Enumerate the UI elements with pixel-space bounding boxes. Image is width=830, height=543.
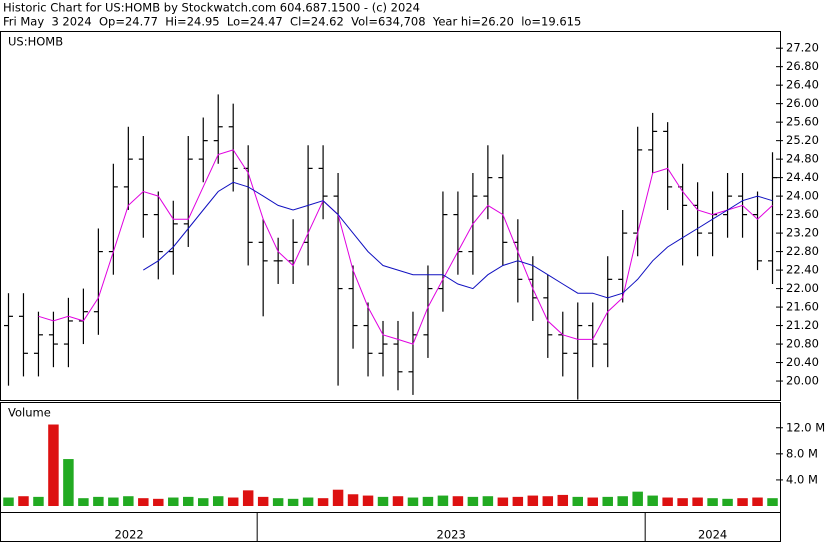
y-tick-label: 25.20	[786, 133, 819, 147]
volume-bar	[407, 497, 419, 506]
volume-bar	[392, 496, 404, 506]
volume-bar	[692, 497, 703, 506]
volume-bar	[302, 497, 314, 506]
volume-bar	[108, 497, 119, 506]
volume-bar	[138, 498, 149, 506]
y-tick-label: 21.60	[786, 300, 819, 314]
volume-bar	[602, 496, 613, 506]
volume-bar	[452, 496, 464, 506]
volume-bar	[617, 496, 628, 506]
volume-bar	[153, 498, 164, 506]
volume-bar	[183, 496, 194, 506]
volume-bar	[377, 496, 389, 506]
x-tick-label: 2022	[114, 528, 143, 542]
y-tick-label: 4.0 M	[786, 472, 818, 486]
volume-bar	[347, 494, 359, 506]
volume-bar	[557, 494, 569, 506]
volume-bar	[767, 498, 778, 506]
price-panel	[0, 31, 781, 401]
volume-bar	[587, 497, 598, 506]
volume-bar	[437, 495, 449, 506]
volume-bar	[572, 496, 584, 506]
volume-bar	[197, 498, 209, 506]
volume-bar	[257, 496, 269, 506]
volume-bar	[527, 495, 539, 506]
volume-bar	[467, 496, 479, 506]
volume-bar	[227, 497, 239, 506]
y-tick-label: 20.40	[786, 355, 819, 369]
y-tick-label: 23.20	[786, 226, 819, 240]
volume-bar	[33, 496, 44, 506]
chart-title: Historic Chart for US:HOMB by Stockwatch…	[3, 1, 420, 15]
y-tick-label: 26.00	[786, 96, 819, 110]
volume-bar	[242, 490, 254, 506]
y-tick-label: 12.0 M	[786, 420, 825, 434]
volume-bar	[482, 496, 494, 506]
volume-bar	[542, 496, 554, 506]
volume-bar	[737, 498, 748, 506]
volume-bar	[3, 497, 14, 506]
y-tick-label: 23.60	[786, 207, 819, 221]
volume-bar	[93, 496, 104, 506]
volume-bar	[647, 495, 658, 506]
volume-bar	[752, 497, 763, 506]
y-tick-label: 26.80	[786, 59, 819, 73]
volume-bar	[287, 498, 299, 506]
y-tick-label: 22.80	[786, 244, 819, 258]
volume-bar	[662, 497, 673, 506]
x-tick-label: 2023	[437, 528, 466, 542]
x-tick-label: 2024	[698, 528, 727, 542]
y-tick-label: 22.00	[786, 281, 819, 295]
volume-bar	[422, 496, 434, 506]
y-tick-label: 24.40	[786, 170, 819, 184]
volume-bar	[18, 496, 29, 506]
y-tick-label: 24.00	[786, 189, 819, 203]
y-tick-label: 22.40	[786, 263, 819, 277]
volume-label: Volume	[8, 406, 51, 420]
volume-bar	[722, 498, 733, 506]
volume-bar	[332, 489, 344, 506]
symbol-label: US:HOMB	[8, 35, 63, 49]
y-tick-label: 21.20	[786, 318, 819, 332]
y-tick-label: 26.40	[786, 78, 819, 92]
y-tick-label: 24.80	[786, 152, 819, 166]
volume-bar	[317, 498, 329, 506]
volume-bar	[63, 459, 74, 506]
volume-bar	[272, 498, 284, 506]
volume-bar	[212, 496, 224, 506]
volume-bar	[497, 497, 509, 506]
y-tick-label: 20.00	[786, 374, 819, 388]
y-tick-label: 8.0 M	[786, 446, 818, 460]
volume-bar	[707, 498, 718, 506]
moving-average	[143, 181, 773, 299]
y-tick-label: 20.80	[786, 337, 819, 351]
volume-bar	[512, 496, 524, 506]
volume-bar	[48, 424, 59, 506]
x-axis-strip	[0, 512, 781, 542]
volume-bar	[677, 498, 688, 506]
volume-bar	[362, 495, 374, 506]
volume-bar	[78, 498, 89, 506]
volume-bar	[123, 496, 134, 506]
volume-bar	[168, 497, 179, 506]
moving-average	[38, 149, 773, 345]
volume-bar	[632, 491, 643, 506]
chart-subtitle: Fri May 3 2024 Op=24.77 Hi=24.95 Lo=24.4…	[3, 15, 581, 29]
y-tick-label: 27.20	[786, 41, 819, 55]
y-tick-label: 25.60	[786, 115, 819, 129]
